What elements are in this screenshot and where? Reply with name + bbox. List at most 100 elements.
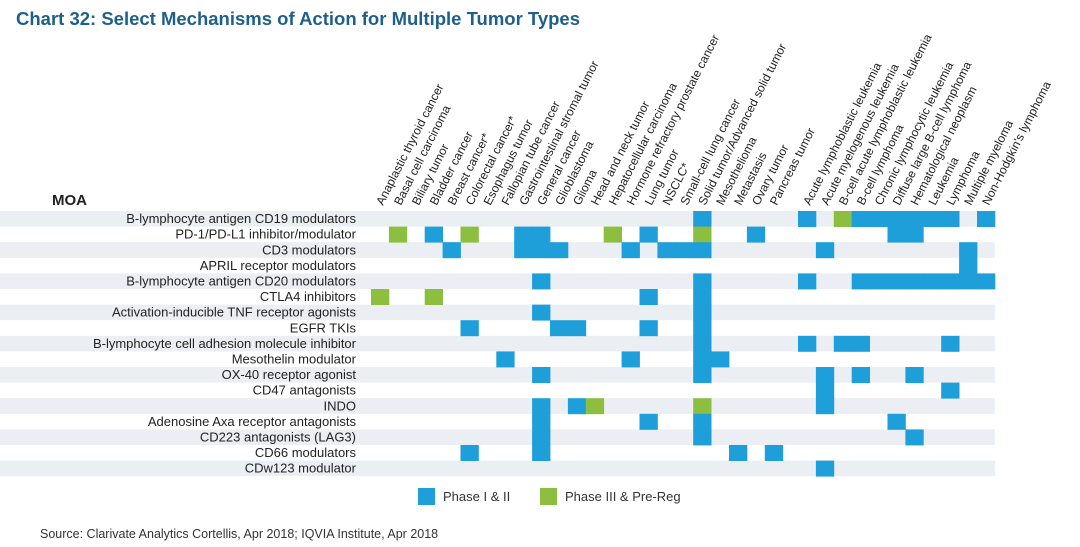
row-band [0,211,995,227]
heatmap-cell-phase12 [941,273,960,290]
heatmap-cell-phase12 [798,273,817,290]
heatmap-cell-phase12 [460,445,479,461]
heatmap-cell-phase12 [693,413,712,430]
heatmap-cell-phase12 [905,211,924,227]
legend: Phase I & II Phase III & Pre-Reg [0,486,1080,506]
row-label: EGFR TKIs [290,320,357,335]
heatmap-cell-phase12 [639,226,658,243]
row-label: CD223 antagonists (LAG3) [200,430,356,445]
heatmap-cell-phase12 [532,398,551,415]
heatmap-cell-phase12 [887,273,906,290]
heatmap-cell-phase12 [693,335,712,352]
row-axis-header: MOA [52,192,87,209]
heatmap-cell-phase12 [532,445,551,461]
heatmap-cell-phase12 [693,351,712,368]
row-label: Activation-inducible TNF receptor agonis… [112,305,356,320]
heatmap-cell-phase12 [693,304,712,321]
heatmap-cell-phase12 [693,289,712,305]
heatmap-cell-phase12 [532,367,551,383]
heatmap-cell-phase12 [567,320,587,337]
legend-item-phase3: Phase III & Pre-Reg [540,486,681,506]
heatmap-cell-phase12 [746,226,766,243]
heatmap-cell-phase12 [621,351,640,368]
heatmap-cell-phase12 [711,351,730,368]
heatmap-cell-phase3 [693,226,712,243]
heatmap-cell-phase12 [815,382,835,399]
heatmap-cell-phase12 [693,429,712,446]
row-band [0,273,995,289]
legend-swatch-phase3 [540,487,557,505]
legend-label-phase3: Phase III & Pre-Reg [565,488,681,504]
heatmap-cell-phase12 [959,273,978,290]
heatmap-cell-phase12 [532,429,551,446]
heatmap-cell-phase12 [905,226,924,243]
heatmap-cell-phase12 [693,242,712,259]
heatmap-cell-phase12 [977,211,996,227]
heatmap-cell-phase3 [371,289,390,305]
heatmap-cell-phase12 [442,242,461,259]
heatmap-cell-phase12 [959,257,978,274]
row-label: CDw123 modulator [245,461,357,476]
heatmap-cell-phase12 [941,211,960,227]
heatmap-cell-phase12 [639,320,658,337]
heatmap-cell-phase3 [424,289,443,305]
heatmap-cell-phase3 [388,226,408,243]
source-note: Source: Clarivate Analytics Cortellis, A… [40,527,439,541]
row-band [0,398,995,414]
heatmap-cell-phase12 [905,273,924,290]
heatmap-cell-phase12 [887,211,906,227]
heatmap-cell-phase12 [693,367,712,383]
row-label: CD3 modulators [262,242,356,257]
heatmap-cell-phase3 [833,211,853,227]
heatmap-cell-phase12 [532,304,551,321]
heatmap-cell-phase12 [851,367,870,383]
heatmap-cell-phase12 [550,320,569,337]
heatmap-cell-phase12 [693,320,712,337]
heatmap-cell-phase12 [851,273,870,290]
chart-title: Chart 32: Select Mechanisms of Action fo… [16,8,580,29]
row-band [0,367,995,383]
row-label: CD66 modulators [255,445,357,460]
heatmap-cell-phase12 [621,242,640,259]
heatmap-cell-phase12 [514,226,533,243]
heatmap-cell-phase12 [905,367,924,383]
heatmap-cell-phase12 [514,242,533,259]
heatmap-cell-phase12 [639,413,658,430]
heatmap-cell-phase12 [693,211,712,227]
heatmap-cell-phase12 [941,335,960,352]
heatmap-cell-phase12 [887,226,906,243]
legend-label-phase12: Phase I & II [443,488,511,504]
heatmap-cell-phase12 [887,413,906,430]
heatmap-cell-phase12 [815,398,835,415]
row-label: B-lymphocyte antigen CD20 modulators [126,274,356,289]
row-label: B-lymphocyte antigen CD19 modulators [126,211,356,226]
heatmap-cell-phase12 [923,211,942,227]
row-label: OX-40 receptor agonist [222,367,357,382]
heatmap-cell-phase12 [798,211,817,227]
row-label: APRIL receptor modulators [200,258,357,273]
row-band [0,242,995,258]
heatmap-cell-phase12 [729,445,748,461]
heatmap-cell-phase12 [764,445,784,461]
heatmap-cell-phase12 [693,273,712,290]
row-label: CTLA4 inhibitors [260,289,357,304]
row-label: INDO [324,398,357,413]
legend-swatch-phase12 [418,487,435,505]
row-label: CD47 antagonists [253,383,357,398]
heatmap-cell-phase3 [693,398,712,415]
heatmap-cell-phase3 [603,226,622,243]
heatmap-cell-phase12 [798,335,817,352]
row-label: Adenosine Axa receptor antagonists [148,414,357,429]
heatmap-cell-phase12 [905,429,924,446]
heatmap-cell-phase12 [532,226,551,243]
heatmap-cell-phase12 [815,367,835,383]
row-label: B-lymphocyte cell adhesion molecule inhi… [93,336,357,351]
row-band [0,429,995,445]
heatmap-cell-phase12 [869,273,888,290]
heatmap-cell-phase12 [851,211,870,227]
heatmap-cell-phase12 [424,226,443,243]
heatmap-cell-phase12 [869,211,888,227]
heatmap-cell-phase3 [460,226,479,243]
heatmap-cell-phase3 [585,398,605,415]
